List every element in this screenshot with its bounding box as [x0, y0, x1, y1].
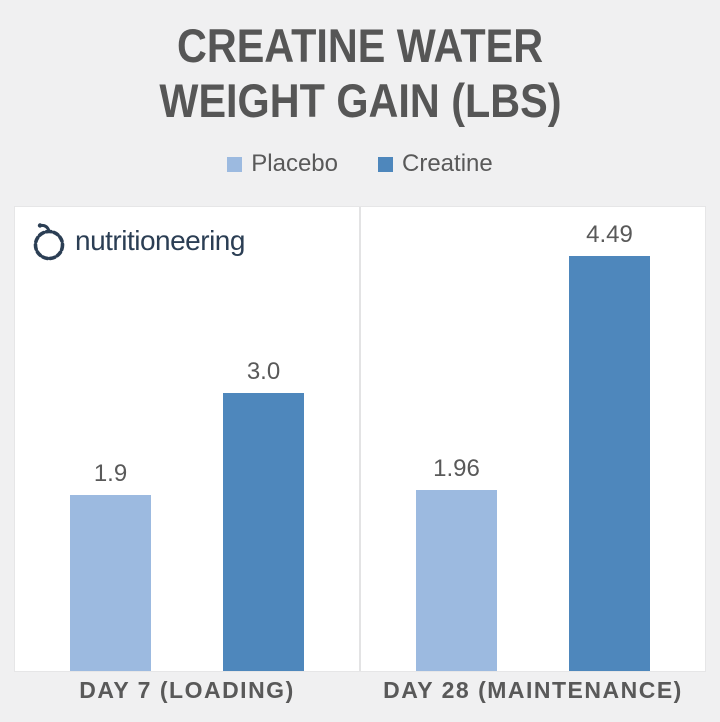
x-axis: DAY 7 (LOADING) DAY 28 (MAINTENANCE) [14, 677, 706, 704]
legend-swatch-creatine [378, 156, 393, 172]
x-axis-label-day28: DAY 28 (MAINTENANCE) [383, 677, 683, 703]
bar-placebo-day7: 1.9 [70, 460, 151, 671]
nutritioneering-logo: nutritioneering [31, 220, 245, 262]
legend-label-creatine: Creatine [402, 150, 493, 177]
legend-label-placebo: Placebo [251, 150, 338, 177]
bar-creatine-day28: 4.49 [569, 221, 650, 671]
legend-item-placebo: Placebo [227, 150, 338, 178]
bar-placebo-day28: 1.96 [416, 455, 497, 671]
legend: Placebo Creatine [0, 150, 720, 178]
bar-group-day7: 1.9 3.0 [15, 207, 361, 671]
legend-swatch-placebo [227, 156, 243, 172]
chart-title-line-2: WEIGHT GAIN (LBS) [158, 74, 562, 127]
legend-item-creatine: Creatine [378, 150, 493, 178]
bar-value-label: 1.9 [93, 460, 128, 487]
bar-value-label: 1.96 [433, 455, 480, 482]
chart-title-line-1: CREATINE WATER [176, 19, 544, 72]
bar-value-label: 4.49 [586, 221, 633, 248]
bar-group-day28: 1.96 4.49 [361, 207, 705, 671]
apple-circle-icon [31, 220, 67, 262]
bar-rect [70, 495, 151, 671]
bar-creatine-day7: 3.0 [223, 358, 304, 671]
bar-rect [569, 256, 650, 671]
x-axis-label-day7: DAY 7 (LOADING) [79, 677, 295, 703]
chart-panel: nutritioneering 1.9 3.0 1.96 4.49 [14, 206, 706, 672]
bar-value-label: 3.0 [246, 358, 281, 385]
chart-title: CREATINE WATER WEIGHT GAIN (LBS) [0, 0, 720, 128]
bar-rect [416, 490, 497, 671]
bar-rect [223, 393, 304, 671]
logo-text: nutritioneering [75, 225, 245, 256]
